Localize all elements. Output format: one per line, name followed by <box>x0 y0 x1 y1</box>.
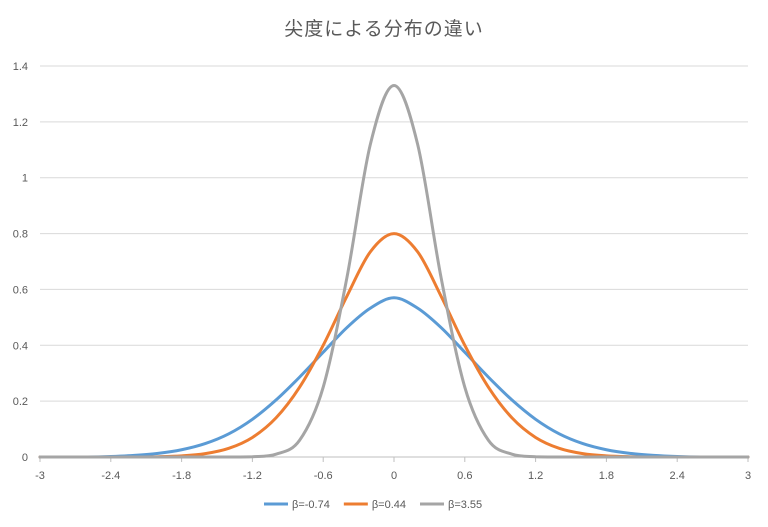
y-tick-label: 0.2 <box>13 396 28 408</box>
x-tick-label: 1.2 <box>528 470 543 482</box>
y-tick-label: 1 <box>22 173 28 185</box>
chart-title: 尖度による分布の違い <box>284 18 484 40</box>
x-tick-label: 0.6 <box>457 470 472 482</box>
y-tick-label: 1.2 <box>13 117 28 129</box>
y-tick-label: 0.8 <box>13 229 28 241</box>
series-line-2 <box>38 84 750 459</box>
x-tick-label: 3 <box>745 470 751 482</box>
series-lines <box>38 84 750 459</box>
y-tick-label: 1.4 <box>13 61 28 73</box>
series-line-0 <box>38 296 750 459</box>
y-tick-label: 0.4 <box>13 340 28 352</box>
x-tick-label: -1.8 <box>172 470 191 482</box>
x-tick-label: -2.4 <box>101 470 120 482</box>
x-tick-label: -1.2 <box>243 470 262 482</box>
y-tick-label: 0.6 <box>13 284 28 296</box>
legend-label: β=0.44 <box>372 499 406 511</box>
x-tick-label: -0.6 <box>314 470 333 482</box>
x-tick-label: -3 <box>35 470 45 482</box>
x-tick-label: 0 <box>391 470 397 482</box>
y-axis: 0 0.2 0.4 0.6 0.8 1 1.2 1.4 <box>13 61 28 464</box>
legend-label: β=3.55 <box>448 499 482 511</box>
x-tick-labels: -3 -2.4 -1.8 -1.2 -0.6 0 0.6 1.2 1.8 2.4 3 <box>35 457 751 482</box>
x-tick-label: 1.8 <box>599 470 614 482</box>
y-tick-label: 0 <box>22 452 28 464</box>
legend: β=-0.74 β=0.44 β=3.55 <box>264 499 482 511</box>
legend-label: β=-0.74 <box>292 499 330 511</box>
x-tick-label: 2.4 <box>670 470 685 482</box>
